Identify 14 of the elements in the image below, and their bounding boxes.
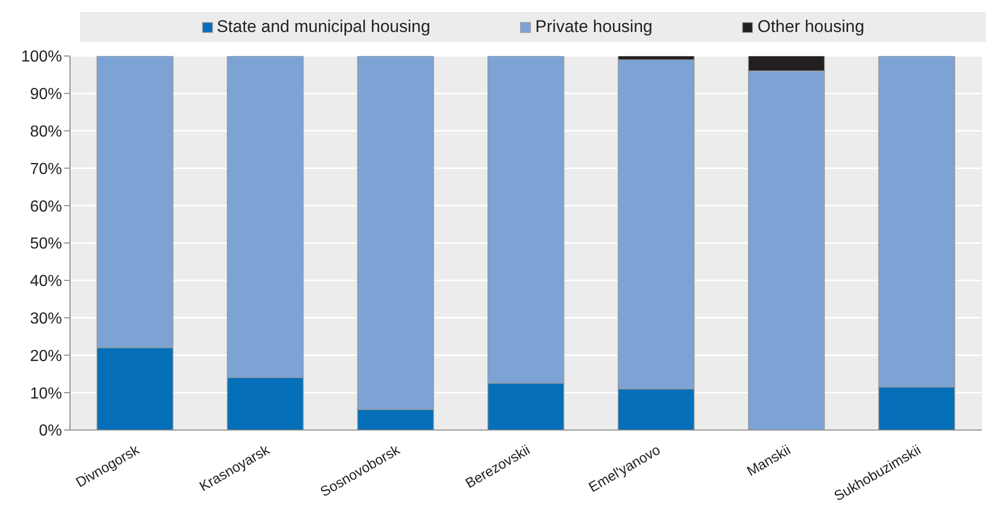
y-tick-label: 20% [30,348,62,365]
y-tick-label: 50% [30,236,62,253]
y-tick-label: 70% [30,160,62,178]
y-tick-label: 10% [30,385,62,402]
y-tick-label: 0% [38,422,62,440]
y-tick-label: 60% [30,198,62,216]
legend-label: State and municipal housing [216,17,430,37]
legend-label: Private housing [535,17,652,37]
y-tick-label: 40% [30,273,62,290]
legend-label: Other housing [757,17,864,37]
y-tick-label: 80% [30,123,62,140]
y-tick-label: 30% [30,310,62,328]
y-tick-label: 90% [30,86,62,104]
y-tick-label: 100% [21,48,62,66]
